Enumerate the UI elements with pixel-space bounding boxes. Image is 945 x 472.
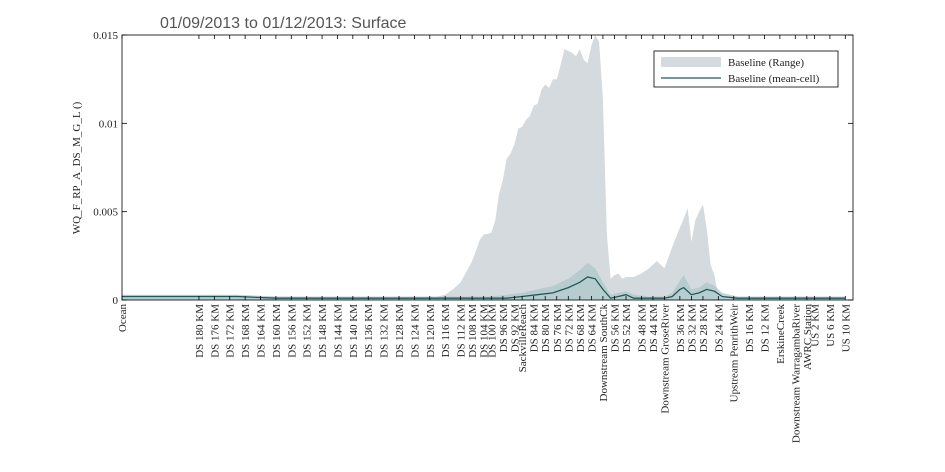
x-tick-label: DS 144 KM xyxy=(333,304,345,358)
x-tick-label: DS 24 KM xyxy=(713,304,725,353)
y-tick-label: 0.005 xyxy=(93,207,118,219)
x-tick-label: DS 84 KM xyxy=(529,304,541,353)
x-tick-label: DS 180 KM xyxy=(194,304,206,358)
x-tick-label: DS 36 KM xyxy=(675,304,687,353)
x-tick-label: DS 168 KM xyxy=(240,304,252,358)
legend-label-mean: Baseline (mean-cell) xyxy=(728,73,820,85)
x-tick-label: DS 172 KM xyxy=(225,304,237,358)
x-tick-label: DS 32 KM xyxy=(686,304,698,353)
x-tick-label: DS 76 KM xyxy=(552,304,564,353)
x-tick-label: DS 104 KM xyxy=(479,304,491,358)
x-tick-label: DS 96 KM xyxy=(498,304,510,353)
x-tick-label: DS 52 KM xyxy=(621,304,633,353)
x-tick-label: DS 44 KM xyxy=(648,304,660,353)
x-tick-label: DS 68 KM xyxy=(575,304,587,353)
y-tick-label: 0.015 xyxy=(93,30,118,42)
x-tick-label: DS 128 KM xyxy=(394,304,406,358)
x-tick-label: Downstream WarragambaRiver xyxy=(790,304,802,443)
x-tick-label: DS 116 KM xyxy=(440,304,452,358)
x-tick-label: DS 80 KM xyxy=(540,304,552,353)
x-tick-label: DS 120 KM xyxy=(425,304,437,358)
x-tick-label: DS 148 KM xyxy=(317,304,329,358)
x-axis: Ocean DS 180 KM DS 176 KM DS 172 KM DS 168 K… xyxy=(117,35,852,443)
y-axis: 0 0.005 0.01 0.015 xyxy=(93,30,853,307)
x-tick-label: DS 100 KM xyxy=(486,304,498,358)
x-tick-label: DS 56 KM xyxy=(610,304,622,353)
axes-box xyxy=(121,34,854,301)
x-tick-label: Downstream SouthCk xyxy=(598,304,610,402)
x-tick-label: DS 108 KM xyxy=(467,304,479,358)
x-tick-label: ErskineCreek xyxy=(775,304,787,364)
x-tick-label: DS 72 KM xyxy=(563,304,575,353)
legend: Baseline (Range) Baseline (mean-cell) xyxy=(653,50,839,88)
chart-title: 01/09/2013 to 01/12/2013: Surface xyxy=(160,15,407,32)
x-tick-label: DS 176 KM xyxy=(209,304,221,358)
x-tick-label: AWRC Station xyxy=(802,304,814,371)
x-tick-label: DS 112 KM xyxy=(456,304,468,358)
x-tick-label: US 2 KM xyxy=(810,304,822,347)
x-tick-label: DS 48 KM xyxy=(636,304,648,353)
y-tick-label: 0 xyxy=(113,295,119,307)
x-tick-label: US 10 KM xyxy=(840,304,852,353)
range-band-area xyxy=(122,35,846,300)
x-tick-label: DS 64 KM xyxy=(586,304,598,353)
x-tick-label: DS 92 KM xyxy=(509,304,521,353)
x-tick-label: DS 164 KM xyxy=(256,304,268,358)
x-tick-label: DS 132 KM xyxy=(379,304,391,358)
y-axis-label: WQ_F_RP_A_DS_M_G_L () xyxy=(71,101,83,234)
x-tick-label: DS 28 KM xyxy=(698,304,710,353)
x-tick-label: DS 140 KM xyxy=(348,304,360,358)
x-tick-label: DS 136 KM xyxy=(363,304,375,358)
x-tick-label: DS 160 KM xyxy=(271,304,283,358)
x-tick-label: DS 12 KM xyxy=(760,304,772,353)
legend-label-range: Baseline (Range) xyxy=(728,57,804,69)
x-tick-label: DS 124 KM xyxy=(409,304,421,358)
x-tick-label: DS 152 KM xyxy=(302,304,314,358)
legend-swatch-range xyxy=(661,57,721,67)
x-tick-label: SackvilleReach xyxy=(517,304,529,373)
y-tick-label: 0.01 xyxy=(99,118,118,130)
x-tick-label: DS 156 KM xyxy=(286,304,298,358)
range-band-layer xyxy=(122,35,846,300)
x-tick-label: Downstream GroseRiver xyxy=(660,304,672,414)
x-tick-label: Ocean xyxy=(117,304,129,333)
x-tick-label: US 6 KM xyxy=(825,304,837,347)
x-tick-label: DS 16 KM xyxy=(744,304,756,353)
x-tick-label: Upstream PenrithWeir xyxy=(729,304,741,403)
